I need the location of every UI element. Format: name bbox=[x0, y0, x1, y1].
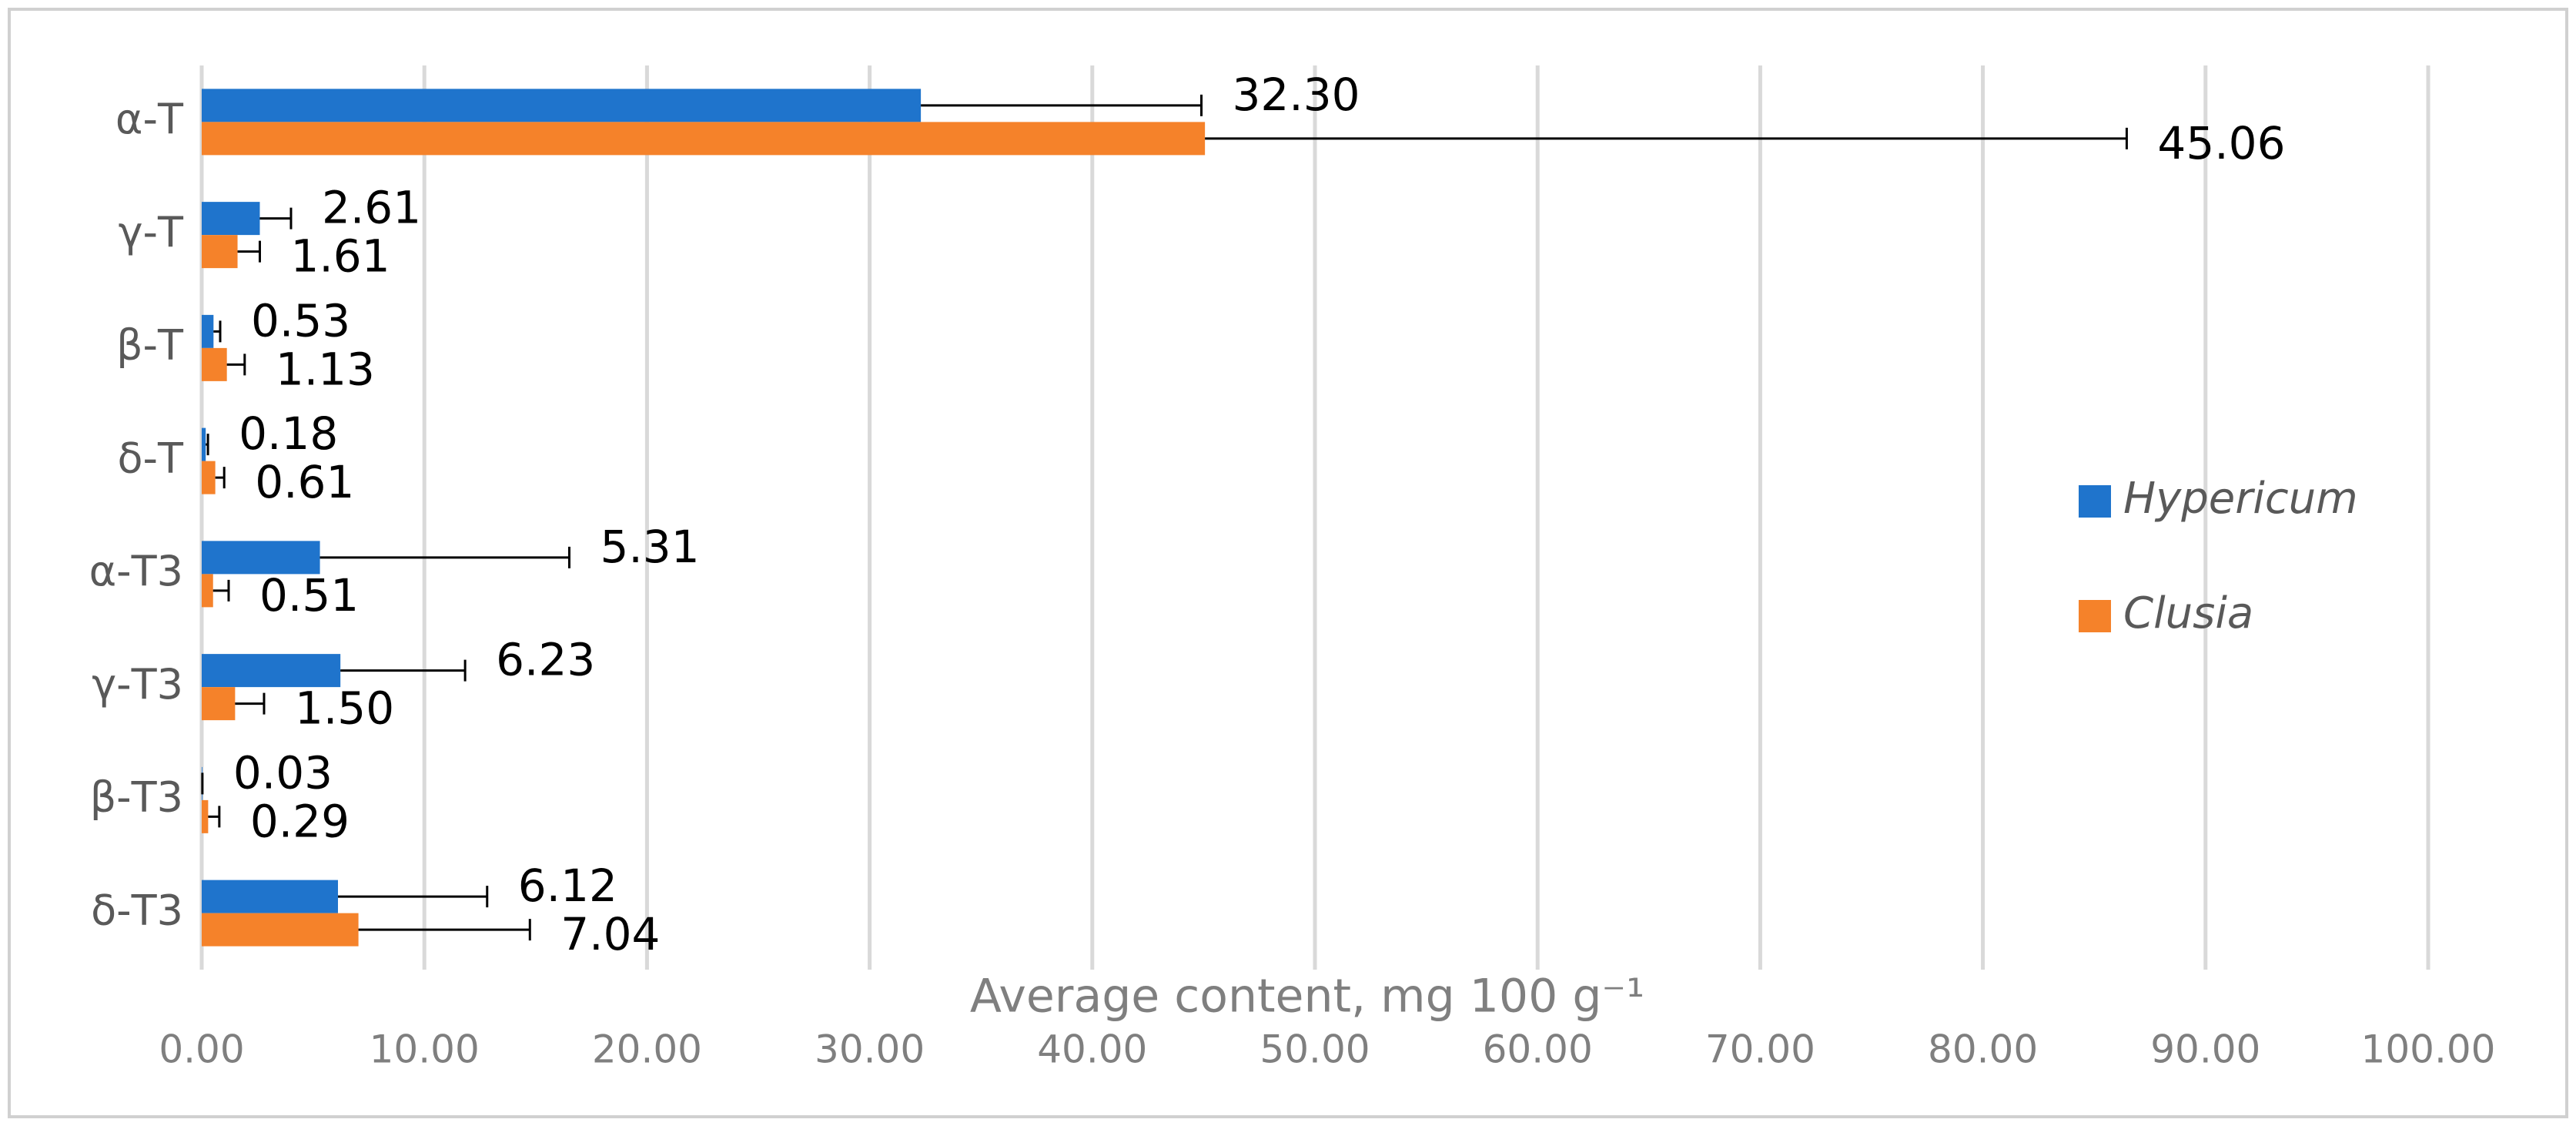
x-tick-label: 40.00 bbox=[1037, 1027, 1147, 1072]
error-bar bbox=[206, 434, 209, 456]
bar bbox=[202, 347, 227, 381]
data-label: 6.23 bbox=[496, 634, 595, 686]
error-bar bbox=[337, 886, 489, 908]
bar bbox=[202, 89, 922, 122]
data-label: 0.51 bbox=[259, 569, 359, 622]
data-label: 0.61 bbox=[255, 456, 354, 508]
y-tick-label: α-T3 bbox=[89, 547, 183, 595]
error-bar bbox=[1205, 127, 2128, 149]
x-tick-label: 70.00 bbox=[1705, 1027, 1815, 1072]
x-tick-label: 90.00 bbox=[2150, 1027, 2260, 1072]
data-label: 7.04 bbox=[560, 908, 660, 960]
bar bbox=[202, 461, 216, 494]
y-tick-label: δ-T3 bbox=[91, 886, 183, 934]
y-tick-label: γ-T bbox=[119, 208, 184, 256]
bar bbox=[202, 574, 213, 608]
error-bar bbox=[358, 919, 531, 941]
x-tick-label: 50.00 bbox=[1260, 1027, 1370, 1072]
legend-swatch bbox=[2079, 485, 2111, 518]
x-tick-label: 60.00 bbox=[1483, 1027, 1593, 1072]
data-label: 0.18 bbox=[239, 407, 338, 460]
y-tick-label: γ-T3 bbox=[92, 660, 183, 709]
error-bar bbox=[237, 240, 261, 263]
data-label: 2.61 bbox=[322, 182, 421, 234]
error-bar bbox=[212, 579, 230, 602]
x-tick-label: 100.00 bbox=[2361, 1027, 2496, 1072]
error-bar bbox=[235, 692, 266, 715]
bar bbox=[202, 427, 206, 461]
data-label: 0.53 bbox=[251, 294, 350, 347]
bar bbox=[202, 880, 338, 913]
bar bbox=[202, 122, 1206, 156]
data-label: 0.03 bbox=[233, 746, 333, 799]
data-label: 32.30 bbox=[1233, 69, 1360, 121]
x-tick-label: 0.00 bbox=[159, 1027, 244, 1072]
x-axis-label: Average content, mg 100 g⁻¹ bbox=[970, 970, 1644, 1024]
error-bar bbox=[259, 207, 293, 230]
chart-border bbox=[8, 8, 2568, 1118]
y-tick-label: β-T3 bbox=[90, 773, 183, 822]
bar bbox=[202, 541, 320, 575]
y-tick-label: δ-T bbox=[117, 434, 184, 482]
x-tick-label: 80.00 bbox=[1928, 1027, 2038, 1072]
bar bbox=[202, 687, 236, 721]
error-bar bbox=[208, 806, 221, 828]
error-bar bbox=[319, 546, 570, 568]
x-tick-label: 20.00 bbox=[592, 1027, 702, 1072]
data-label: 5.31 bbox=[600, 521, 699, 573]
bar bbox=[202, 235, 238, 269]
data-label: 45.06 bbox=[2157, 117, 2285, 169]
bar bbox=[202, 913, 359, 947]
bar bbox=[202, 799, 209, 833]
error-bar bbox=[213, 320, 222, 343]
bar bbox=[202, 654, 341, 688]
data-label: 0.29 bbox=[250, 795, 350, 847]
y-tick-label: β-T bbox=[116, 321, 184, 370]
bar bbox=[202, 202, 260, 236]
y-tick-label: α-T bbox=[115, 95, 184, 143]
legend-label: Clusia bbox=[2123, 588, 2253, 638]
data-label: 1.50 bbox=[295, 682, 394, 735]
error-bar bbox=[226, 354, 246, 376]
data-label: 1.13 bbox=[276, 343, 375, 395]
x-tick-label: 10.00 bbox=[370, 1027, 480, 1072]
error-bar bbox=[215, 467, 226, 489]
legend-label: Hypericum bbox=[2123, 474, 2358, 524]
data-label: 6.12 bbox=[518, 860, 617, 912]
data-label: 1.61 bbox=[290, 230, 390, 283]
x-tick-label: 30.00 bbox=[815, 1027, 925, 1072]
bar bbox=[202, 314, 214, 348]
legend-swatch bbox=[2079, 600, 2111, 632]
error-bar bbox=[921, 94, 1203, 116]
error-bar bbox=[340, 659, 467, 682]
